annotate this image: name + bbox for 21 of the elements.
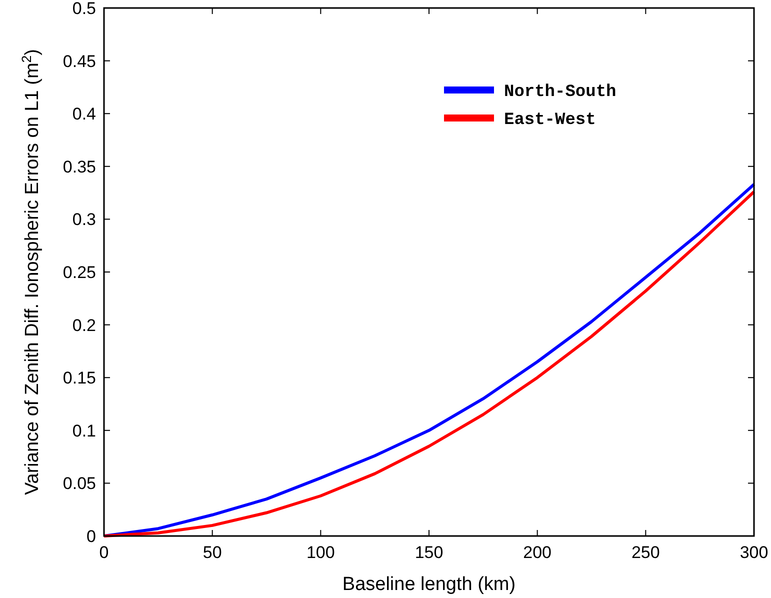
x-tick-label: 100 [306,543,335,562]
y-tick-label: 0.35 [62,157,96,176]
x-tick-label: 0 [99,543,109,562]
x-tick-label: 200 [523,543,552,562]
y-tick-label: 0.15 [62,368,96,388]
y-tick-label: 0.3 [72,210,96,230]
y-tick-label: 0.2 [72,316,96,335]
x-tick-label: 250 [631,543,660,562]
x-axis-title: Baseline length (km) [342,574,516,595]
legend-label: East-West [504,111,596,130]
y-tick-label: 0.1 [72,421,96,440]
y-tick-label: 0.25 [62,263,96,282]
y-tick-label: 0.05 [62,474,96,494]
x-tick-label: 150 [414,543,444,562]
y-tick-label: 0.5 [72,0,96,18]
y-tick-label: 0 [86,527,96,546]
y-tick-label: 0.4 [72,104,96,124]
x-tick-label: 300 [740,543,768,562]
y-tick-label: 0.45 [62,52,96,71]
x-tick-label: 50 [202,543,222,562]
legend-label: North-South [504,83,616,102]
